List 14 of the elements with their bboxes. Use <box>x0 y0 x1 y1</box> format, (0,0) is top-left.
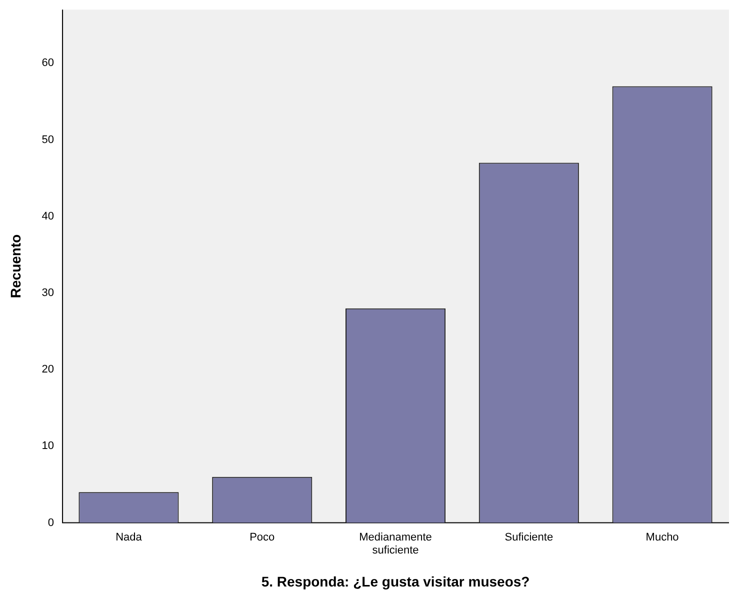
x-axis-title: 5. Responda: ¿Le gusta visitar museos? <box>261 573 530 590</box>
x-tick-label: Poco <box>250 531 275 544</box>
y-tick-label: 50 <box>42 134 54 146</box>
x-tick-label: Mucho <box>646 531 679 544</box>
x-tick-label: Nada <box>116 531 143 544</box>
y-tick-label: 30 <box>42 287 54 300</box>
x-tick-label: Medianamente suficiente <box>359 531 432 557</box>
y-tick-label: 40 <box>42 210 54 222</box>
y-axis-title: Recuento <box>7 234 24 298</box>
y-tick-label: 60 <box>42 57 54 70</box>
y-tick-label: 0 <box>48 516 54 529</box>
x-tick-label: Suficiente <box>504 531 554 544</box>
y-tick-label: 20 <box>42 364 54 376</box>
y-tick-label: 10 <box>42 440 54 452</box>
